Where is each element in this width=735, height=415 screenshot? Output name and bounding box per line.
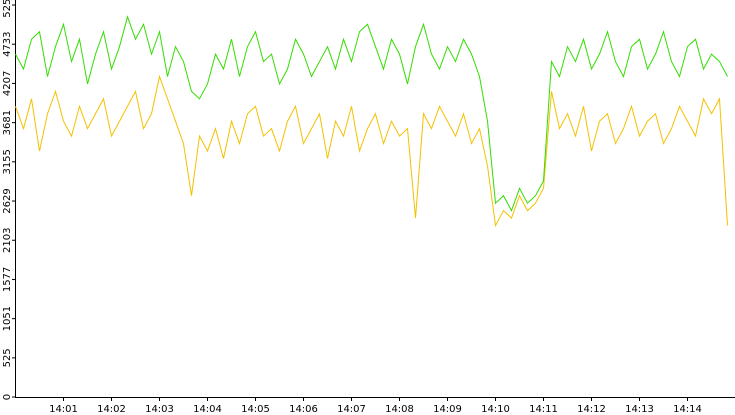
y-tick-label: 4207 (2, 71, 13, 96)
y-tick-label: 525 (2, 348, 13, 367)
x-tick-label: 14:04 (193, 404, 222, 415)
x-tick-label: 14:14 (673, 404, 702, 415)
x-tick-label: 14:06 (289, 404, 318, 415)
y-tick-label: 3155 (2, 149, 13, 174)
y-tick-label: 0 (2, 394, 13, 400)
y-tick-label: 4733 (2, 31, 13, 56)
x-tick-label: 14:10 (481, 404, 510, 415)
x-tick-label: 14:01 (49, 404, 78, 415)
x-tick-label: 14:12 (577, 404, 606, 415)
x-tick-label: 14:07 (337, 404, 366, 415)
x-tick-label: 14:13 (625, 404, 654, 415)
y-tick-label: 2103 (2, 228, 13, 253)
x-tick-label: 14:05 (241, 404, 270, 415)
x-tick-label: 14:11 (529, 404, 558, 415)
y-tick-label: 1577 (2, 267, 13, 292)
x-tick-label: 14:08 (385, 404, 414, 415)
x-tick-label: 14:03 (145, 404, 174, 415)
x-tick-label: 14:09 (433, 404, 462, 415)
y-tick-label: 1051 (2, 306, 13, 331)
series-line (15, 15, 728, 212)
y-tick-label: 3681 (2, 110, 13, 135)
series-line (15, 74, 728, 228)
y-tick-label: 5259 (2, 0, 13, 18)
x-tick-label: 14:02 (97, 404, 126, 415)
y-tick-label: 2629 (2, 188, 13, 213)
